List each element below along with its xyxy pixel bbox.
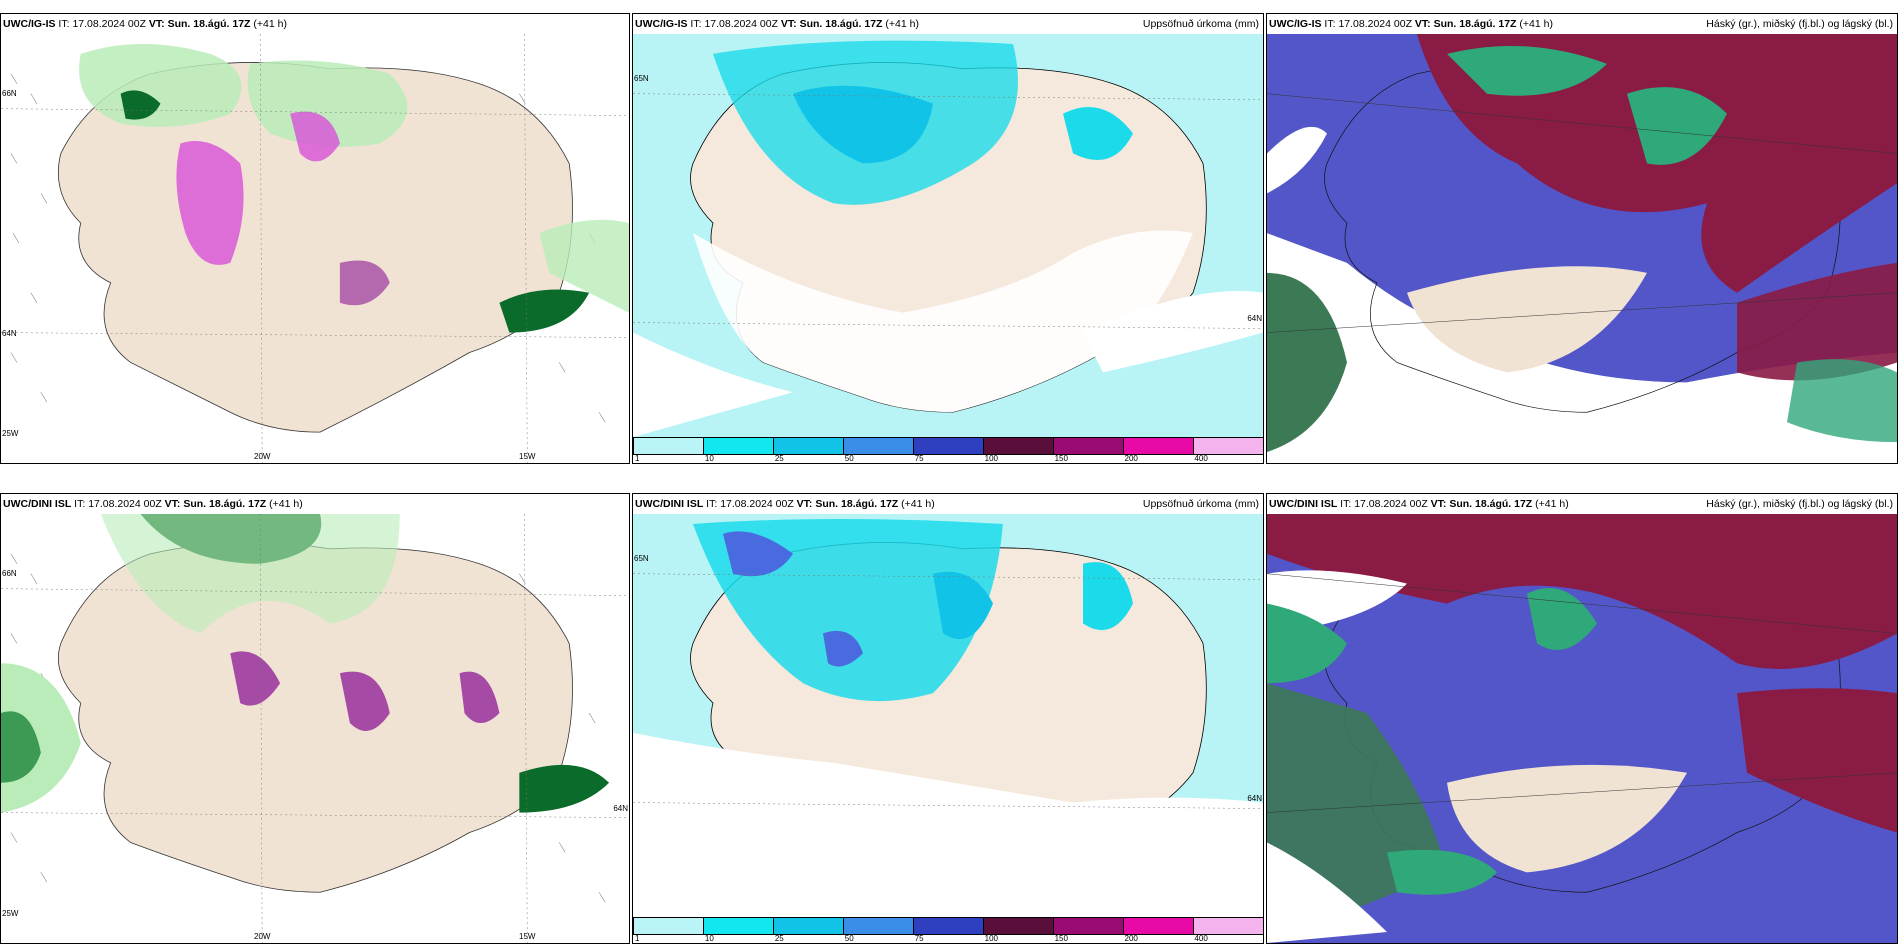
panel-title: UWC/IG-IS IT: 17.08.2024 00Z VT: Sun. 18… (635, 18, 919, 30)
lat-label: 66N (2, 569, 17, 578)
lat-label: 66N (2, 89, 17, 98)
legend-tick: 100 (984, 934, 998, 943)
legend-tick: 75 (914, 454, 924, 463)
lon-label: 25W (2, 429, 19, 438)
lon-label: 15W (519, 452, 536, 461)
legend-colorbar (633, 917, 1263, 935)
precip-legend: 1 10 25 50 75 100 150 200 400 (633, 437, 1263, 463)
legend-tick: 50 (844, 934, 854, 943)
legend-swatch (703, 918, 773, 934)
legend-swatch (773, 438, 843, 454)
panel-title: UWC/DINI ISL IT: 17.08.2024 00Z VT: Sun.… (3, 498, 303, 510)
legend-tick: 1 (635, 454, 640, 463)
legend-swatch (773, 918, 843, 934)
precip-map: 65N 64N (633, 514, 1263, 917)
lon-label: 20W (254, 932, 271, 941)
cloud-map (1267, 514, 1897, 943)
lon-label: 25W (2, 909, 19, 918)
legend-swatch (913, 918, 983, 934)
lat-label: 64N (1247, 314, 1262, 323)
panel-dini-wind: UWC/DINI ISL IT: 17.08.2024 00Z VT: Sun.… (0, 493, 630, 944)
legend-tick: 50 (844, 454, 854, 463)
legend-swatch (633, 918, 703, 934)
panel-variable: Uppsöfnuð úrkoma (mm) (1142, 18, 1259, 30)
lat-label: 65N (634, 554, 649, 563)
cloud-map (1267, 34, 1897, 463)
legend-swatch (843, 918, 913, 934)
legend-swatch (1123, 918, 1193, 934)
legend-tick: 400 (1194, 934, 1208, 943)
legend-swatch (1193, 438, 1263, 454)
legend-tick: 150 (1054, 454, 1068, 463)
legend-tick: 200 (1124, 934, 1138, 943)
precip-map: 65N 64N (633, 34, 1263, 437)
legend-tick: 100 (984, 454, 998, 463)
legend-tick: 25 (774, 934, 784, 943)
lat-label: 64N (613, 804, 628, 813)
panel-ig-wind: UWC/IG-IS IT: 17.08.2024 00Z VT: Sun. 18… (0, 13, 630, 464)
panel-dini-clouds: UWC/DINI ISL IT: 17.08.2024 00Z VT: Sun.… (1266, 493, 1898, 944)
legend-tick: 75 (914, 934, 924, 943)
wind-precip-map: 20W 15W 66N 64N 25W (1, 34, 629, 463)
legend-tick: 10 (704, 934, 714, 943)
legend-colorbar (633, 437, 1263, 455)
legend-tick: 10 (704, 454, 714, 463)
legend-swatch (1053, 918, 1123, 934)
lon-label: 20W (254, 452, 271, 461)
legend-tick: 200 (1124, 454, 1138, 463)
legend-swatch (633, 438, 703, 454)
legend-swatch (1123, 438, 1193, 454)
panel-title: UWC/IG-IS IT: 17.08.2024 00Z VT: Sun. 18… (1269, 18, 1553, 30)
legend-tick: 1 (635, 934, 640, 943)
legend-swatch (1193, 918, 1263, 934)
panel-title: UWC/DINI ISL IT: 17.08.2024 00Z VT: Sun.… (635, 498, 935, 510)
legend-swatch (1053, 438, 1123, 454)
panel-variable: Uppsöfnuð úrkoma (mm) (1142, 498, 1259, 510)
panel-ig-clouds: UWC/IG-IS IT: 17.08.2024 00Z VT: Sun. 18… (1266, 13, 1898, 464)
precip-legend: 1 10 25 50 75 100 150 200 400 (633, 917, 1263, 943)
wind-precip-map: 20W 15W 66N 64N 25W (1, 514, 629, 943)
panel-title: UWC/DINI ISL IT: 17.08.2024 00Z VT: Sun.… (1269, 498, 1569, 510)
panel-dini-precip: UWC/DINI ISL IT: 17.08.2024 00Z VT: Sun.… (632, 493, 1264, 944)
panel-variable: Háský (gr.), miðský (fj.bl.) og lágský (… (1706, 18, 1893, 30)
panel-title: UWC/IG-IS IT: 17.08.2024 00Z VT: Sun. 18… (3, 18, 287, 30)
panel-variable: Háský (gr.), miðský (fj.bl.) og lágský (… (1706, 498, 1893, 510)
legend-swatch (913, 438, 983, 454)
legend-swatch (983, 438, 1053, 454)
legend-tick: 400 (1194, 454, 1208, 463)
lat-label: 65N (634, 74, 649, 83)
lat-label: 64N (1247, 794, 1262, 803)
panel-ig-precip: UWC/IG-IS IT: 17.08.2024 00Z VT: Sun. 18… (632, 13, 1264, 464)
legend-swatch (983, 918, 1053, 934)
legend-swatch (703, 438, 773, 454)
legend-tick: 150 (1054, 934, 1068, 943)
lon-label: 15W (519, 932, 536, 941)
legend-swatch (843, 438, 913, 454)
lat-label: 64N (2, 329, 17, 338)
legend-tick: 25 (774, 454, 784, 463)
